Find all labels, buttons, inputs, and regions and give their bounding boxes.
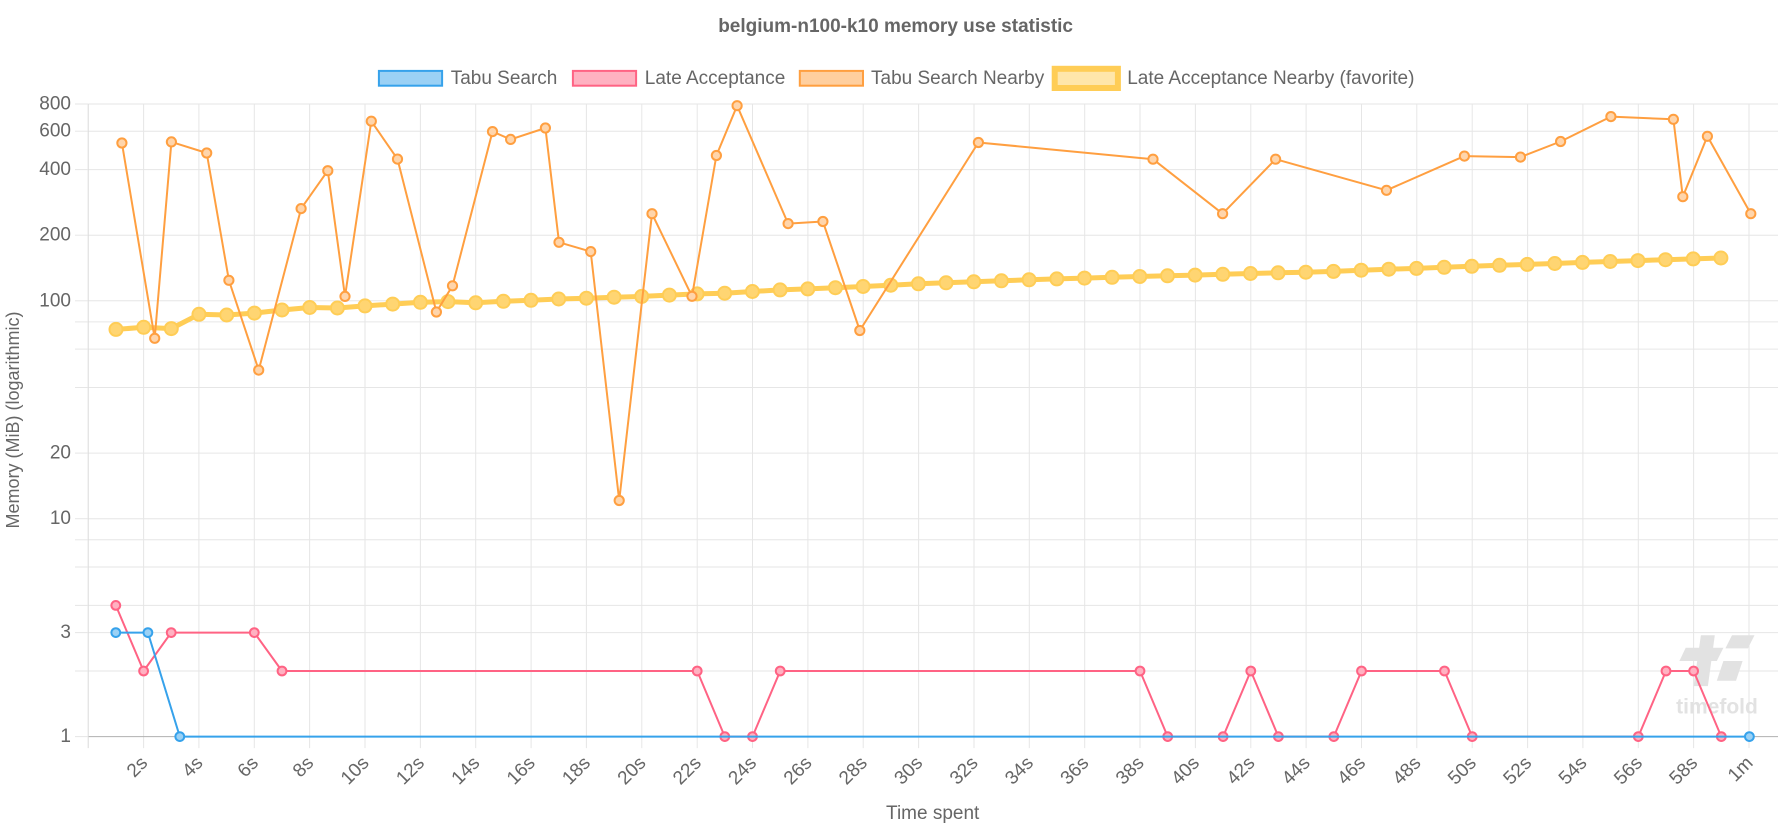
- svg-text:2s: 2s: [123, 753, 152, 782]
- svg-text:22s: 22s: [669, 753, 706, 790]
- svg-text:Late Acceptance: Late Acceptance: [645, 68, 786, 89]
- svg-text:20: 20: [50, 443, 71, 464]
- svg-text:42s: 42s: [1223, 753, 1260, 790]
- svg-text:400: 400: [39, 159, 71, 180]
- svg-text:3: 3: [60, 622, 71, 643]
- svg-text:30s: 30s: [891, 753, 928, 790]
- svg-text:600: 600: [39, 121, 71, 142]
- svg-text:timefold: timefold: [1676, 696, 1758, 719]
- svg-text:48s: 48s: [1389, 753, 1426, 790]
- svg-text:1: 1: [60, 726, 71, 747]
- svg-text:16s: 16s: [503, 753, 540, 790]
- svg-text:6s: 6s: [234, 753, 263, 782]
- svg-text:20s: 20s: [614, 753, 651, 790]
- svg-text:4s: 4s: [178, 753, 207, 782]
- svg-text:Tabu Search: Tabu Search: [451, 68, 558, 89]
- svg-text:58s: 58s: [1666, 753, 1703, 790]
- svg-text:34s: 34s: [1001, 753, 1038, 790]
- svg-text:belgium-n100-k10 memory use st: belgium-n100-k10 memory use statistic: [718, 16, 1073, 37]
- svg-text:Time spent: Time spent: [886, 803, 980, 824]
- svg-text:18s: 18s: [558, 753, 595, 790]
- svg-text:10s: 10s: [337, 753, 374, 790]
- svg-text:36s: 36s: [1057, 753, 1094, 790]
- svg-text:Memory (MiB) (logarithmic): Memory (MiB) (logarithmic): [3, 311, 23, 528]
- svg-text:32s: 32s: [946, 753, 983, 790]
- svg-text:24s: 24s: [725, 753, 762, 790]
- svg-text:Late Acceptance Nearby (favori: Late Acceptance Nearby (favorite): [1127, 68, 1414, 89]
- svg-text:46s: 46s: [1334, 753, 1371, 790]
- svg-text:26s: 26s: [780, 753, 817, 790]
- svg-text:200: 200: [39, 225, 71, 246]
- svg-text:12s: 12s: [392, 753, 429, 790]
- svg-text:10: 10: [50, 508, 71, 529]
- svg-text:50s: 50s: [1444, 753, 1481, 790]
- svg-text:56s: 56s: [1610, 753, 1647, 790]
- svg-text:44s: 44s: [1278, 753, 1315, 790]
- svg-text:Tabu Search Nearby: Tabu Search Nearby: [871, 68, 1045, 89]
- svg-text:8s: 8s: [289, 753, 318, 782]
- svg-text:54s: 54s: [1555, 753, 1592, 790]
- svg-text:14s: 14s: [448, 753, 485, 790]
- svg-text:100: 100: [39, 290, 71, 311]
- svg-text:800: 800: [39, 94, 71, 115]
- svg-text:38s: 38s: [1112, 753, 1149, 790]
- svg-text:1m: 1m: [1724, 753, 1758, 787]
- svg-text:40s: 40s: [1167, 753, 1204, 790]
- svg-text:28s: 28s: [835, 753, 872, 790]
- svg-text:52s: 52s: [1500, 753, 1537, 790]
